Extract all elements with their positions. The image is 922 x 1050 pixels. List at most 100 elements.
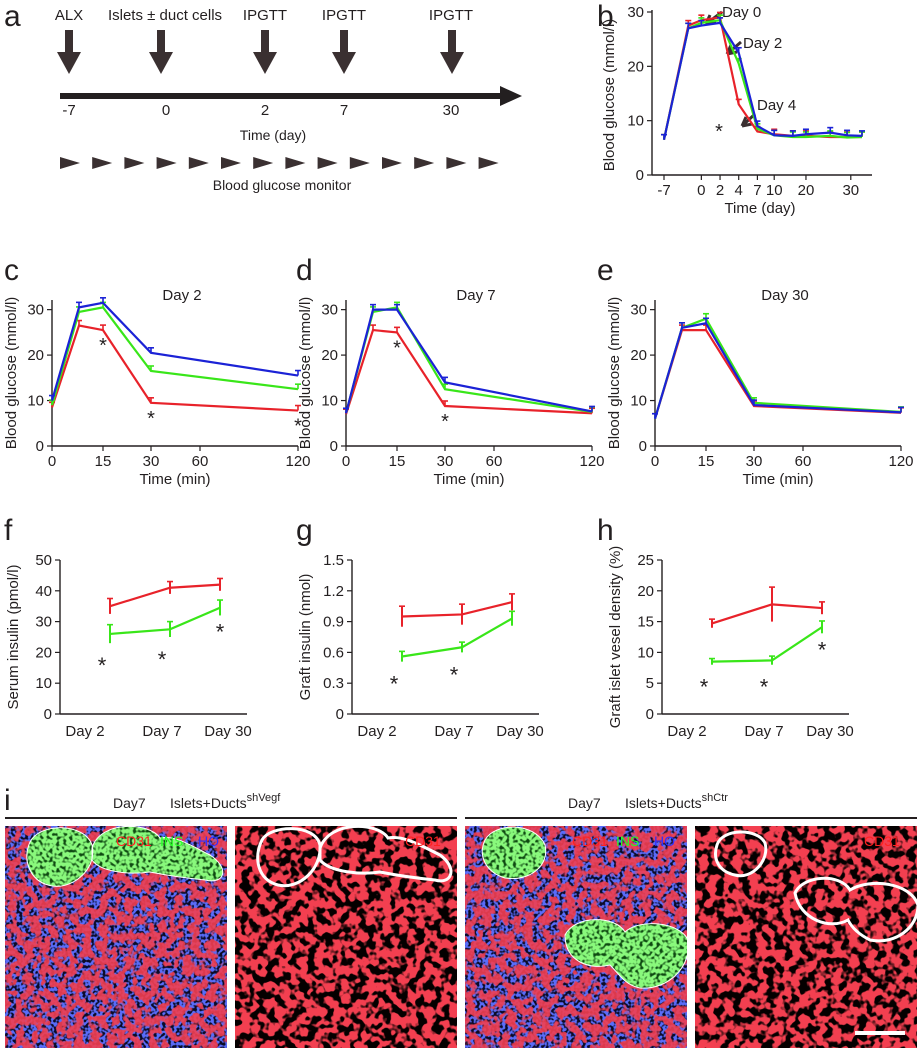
- timeline-day-label: 7: [340, 102, 348, 119]
- x-tick-label: Day 30: [496, 723, 544, 740]
- micrograph-cd31-shctr: [695, 826, 917, 1048]
- x-tick-label: 60: [486, 453, 503, 470]
- chart-f-serum-insulin: 0 10 20 30 40 50 Day 2 Day 7 Day 30 Serum insulin…: [5, 552, 252, 740]
- stain-label-ho: HO: [198, 833, 219, 849]
- y-tick-label: 30: [27, 302, 44, 319]
- significance-star: *: [760, 675, 769, 700]
- stain-label-cd31-single: CD31: [864, 833, 900, 849]
- y-tick-label: 10: [630, 393, 647, 410]
- y-tick-label: 10: [27, 393, 44, 410]
- significance-star: *: [158, 647, 167, 672]
- y-tick-label: 20: [627, 58, 644, 75]
- x-axis-title: Time (min): [139, 471, 210, 488]
- stain-label-cd31: CD31: [116, 833, 152, 849]
- panel-letter-d: d: [296, 254, 313, 287]
- timeline-day-label: 2: [261, 102, 269, 119]
- y-tick-label: 0: [639, 438, 647, 455]
- y-tick-label: 15: [637, 614, 654, 631]
- monitor-marker-icon: [285, 157, 306, 169]
- group-condition-superscript: shCtr: [702, 792, 729, 804]
- x-tick-label: 30: [143, 453, 160, 470]
- x-tick-label: 15: [95, 453, 112, 470]
- y-axis-title: Blood glucose (mmol/l): [297, 297, 314, 450]
- timeline-event-label: IPGTT: [429, 7, 473, 24]
- chart-title: Day 2: [162, 287, 201, 304]
- stain-label-cd31-single: CD31: [405, 833, 441, 849]
- x-tick-label: 30: [746, 453, 763, 470]
- x-tick-label: Day 30: [806, 723, 854, 740]
- significance-star: *: [390, 672, 399, 697]
- y-tick-label: 30: [630, 302, 647, 319]
- x-axis-title: Time (day): [724, 200, 795, 217]
- y-tick-label: 0.3: [323, 675, 344, 692]
- y-tick-label: 20: [630, 347, 647, 364]
- x-tick-label: 15: [389, 453, 406, 470]
- down-arrow-shaft: [448, 30, 456, 58]
- monitor-marker-icon: [188, 157, 209, 169]
- significance-star: *: [98, 653, 107, 678]
- down-arrow-shaft: [65, 30, 73, 58]
- monitor-marker-icon: [253, 157, 274, 169]
- monitor-marker-icon: [221, 157, 241, 169]
- down-arrow-icon: [253, 52, 277, 74]
- down-arrow-icon: [149, 52, 173, 74]
- panel-letter-h: h: [597, 514, 614, 547]
- series-line-blue: [50, 301, 299, 401]
- series-line-green: [662, 18, 863, 140]
- down-arrow-shaft: [340, 30, 348, 58]
- y-tick-label: 20: [27, 347, 44, 364]
- series-line-blue: [344, 308, 593, 414]
- series-line-green: [109, 606, 221, 636]
- annotation-day2: Day 2: [743, 35, 782, 52]
- panel-letter-g: g: [296, 514, 313, 547]
- micrograph-merge-shvegf: [5, 826, 227, 1048]
- x-tick-label: Day 7: [142, 723, 181, 740]
- y-tick-label: 0: [330, 438, 338, 455]
- significance-star: *: [99, 335, 107, 357]
- down-arrow-icon: [440, 52, 464, 74]
- x-tick-label: 120: [888, 453, 913, 470]
- x-tick-label: 0: [342, 453, 350, 470]
- series-line-green: [653, 317, 902, 420]
- y-tick-label: 0: [36, 438, 44, 455]
- timeline-axis-title: Time (day): [240, 127, 306, 143]
- y-axis-title: Blood glucose (mmol/l): [3, 297, 20, 450]
- x-tick-label: Day 30: [204, 723, 252, 740]
- significance-star: *: [294, 416, 302, 438]
- micrograph-merge-shctr: [465, 826, 687, 1048]
- x-tick-label: 0: [48, 453, 56, 470]
- y-tick-label: 0: [44, 706, 52, 723]
- y-tick-label: 30: [321, 302, 338, 319]
- chart-h-vessel-density: 0 5 10 15 20 25 Day 2 Day 7 Day 30 Graft islet ve…: [607, 546, 854, 740]
- panel-letters: a b c d e f g h i: [4, 0, 614, 817]
- x-tick-label: 2: [716, 182, 724, 199]
- x-tick-label: 120: [285, 453, 310, 470]
- chart-title: Day 30: [761, 287, 809, 304]
- down-arrow-shaft: [157, 30, 165, 58]
- down-arrow-icon: [332, 52, 356, 74]
- monitor-marker-icon: [382, 157, 402, 169]
- group-day-label: Day7: [568, 795, 601, 811]
- stain-label-ins: INS: [616, 833, 639, 849]
- significance-star: *: [715, 121, 723, 143]
- stain-label-ho: HO: [654, 833, 675, 849]
- y-tick-label: 40: [35, 583, 52, 600]
- timeline-panel: ALX Islets ± duct cells IPGTT IPGTT IPGT…: [55, 7, 522, 193]
- x-axis-title: Time (min): [742, 471, 813, 488]
- group-day-label: Day7: [113, 795, 146, 811]
- x-tick-label: Day 2: [65, 723, 104, 740]
- group-condition-superscript: shVegf: [247, 792, 282, 804]
- series-line-green: [711, 626, 823, 663]
- series-line-blue: [662, 21, 863, 140]
- x-tick-label: 15: [698, 453, 715, 470]
- group-condition-label: Islets+DuctsshVegf: [170, 792, 281, 811]
- monitor-marker-icon: [124, 157, 145, 169]
- monitor-marker-icon: [349, 157, 370, 169]
- x-tick-label: 10: [766, 182, 783, 199]
- y-tick-label: 50: [35, 552, 52, 569]
- timeline-event-label: Islets ± duct cells: [108, 7, 222, 24]
- micrograph-panel: Day7 Islets+DuctsshVegf Day7 Islets+Duct…: [5, 792, 917, 1048]
- y-tick-label: 1.2: [323, 583, 344, 600]
- x-tick-label: 20: [798, 182, 815, 199]
